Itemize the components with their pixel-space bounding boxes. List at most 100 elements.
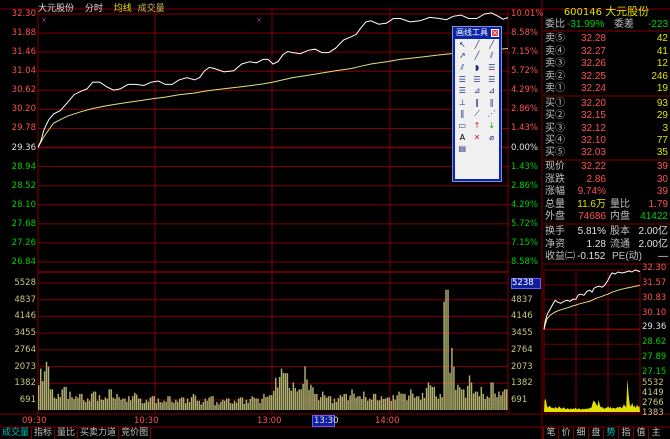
volume-bar xyxy=(163,400,165,410)
volume-bar xyxy=(224,400,226,410)
right-tab[interactable]: 笔 xyxy=(543,428,558,439)
down-arrow-icon[interactable]: ↓ xyxy=(488,120,496,130)
gann-angles-icon[interactable]: ⋰ xyxy=(487,109,496,119)
right-tab[interactable]: 指 xyxy=(618,428,633,439)
volume-bar xyxy=(451,348,453,410)
volume-bar xyxy=(400,393,402,410)
ask-row: 卖④ 32.27 41 xyxy=(544,46,669,58)
volume-bar xyxy=(347,400,349,410)
cycle-lines-icon[interactable]: ‖ xyxy=(474,97,479,107)
volume-tick-right: 3455 xyxy=(511,328,533,339)
linear-regression-icon[interactable]: ⊥ xyxy=(458,97,466,107)
volume-bar xyxy=(192,393,195,410)
volume-bar xyxy=(149,397,152,410)
bid-row: 买⑤ 32.03 35 xyxy=(544,147,669,159)
palette-icon[interactable]: ▤ xyxy=(458,144,467,154)
rectangle-icon[interactable]: ▭ xyxy=(458,120,467,130)
ratio-label: 量比 xyxy=(610,199,630,210)
tab-volume[interactable]: 成交量 xyxy=(0,428,33,439)
right-tab[interactable]: 价 xyxy=(558,428,573,439)
close-icon[interactable]: × xyxy=(491,29,499,37)
ray-icon[interactable]: ╱ xyxy=(474,51,480,61)
right-tab[interactable]: 主 xyxy=(648,428,663,439)
tab-auction[interactable]: 竞价图 xyxy=(119,428,152,439)
bid-row-label: 买① xyxy=(545,98,565,109)
stat-tail: 39 xyxy=(656,161,668,172)
tab-indicator[interactable]: 指标 xyxy=(32,428,56,439)
volume-bar xyxy=(132,396,134,410)
level-lines-icon[interactable]: ☰ xyxy=(458,86,466,96)
right-tab[interactable]: 细 xyxy=(573,428,588,439)
mode-label[interactable]: 分时 xyxy=(84,4,103,14)
volume-bar xyxy=(186,398,189,410)
drawing-tool-panel[interactable]: 画线工具 × ↖ ╱ ╱ ↗ ╱ ⫽ ⫽ ◗ ☰ ☰ ☰ ☰ ☰ ⊿ ⊿ ⊥ ‖ ‖ ‖ ⟋ ⋰ ▭ ↑ ↓ A ✕ ⌀ ▤ xyxy=(452,26,502,182)
mini-volume-area xyxy=(544,378,640,412)
tab-buy-sell-force[interactable]: 买卖力道 xyxy=(78,428,120,439)
right-tab[interactable]: 值 xyxy=(633,428,648,439)
volume-bar xyxy=(161,402,163,410)
golden-section-icon[interactable]: ☰ xyxy=(473,74,481,84)
volume-bar xyxy=(271,395,273,410)
volume-tick-left: 4837 xyxy=(14,294,36,305)
volume-bar xyxy=(294,387,296,410)
volume-bar xyxy=(147,401,150,410)
volume-tick-right: 2073 xyxy=(511,361,533,372)
volume-bar xyxy=(204,398,206,410)
volume-bar xyxy=(69,391,71,410)
up-arrow-icon[interactable]: ↑ xyxy=(473,120,481,130)
volume-tick-right: 4146 xyxy=(511,311,533,322)
volume-bar xyxy=(171,401,173,410)
volume-tick-left: 4146 xyxy=(14,311,36,322)
volume-bar xyxy=(322,391,324,410)
line-segment-icon[interactable]: ╱ xyxy=(474,39,480,49)
text-icon[interactable]: A xyxy=(459,132,466,142)
volume-bar xyxy=(110,389,112,410)
stat-label: 涨幅 xyxy=(545,186,565,197)
period-lines-icon[interactable]: ‖ xyxy=(460,109,465,119)
delete-icon[interactable]: ✕ xyxy=(473,132,481,142)
mini-price-tick: 27.89 xyxy=(642,352,667,363)
time-label: 09:30 xyxy=(22,416,47,426)
bid-row: 买② 32.15 29 xyxy=(544,110,669,122)
bid-row-price: 32.15 xyxy=(580,110,606,122)
volume-bar xyxy=(466,385,469,410)
ask-row-volume: 246 xyxy=(651,70,668,82)
tab-volume-ratio[interactable]: 量比 xyxy=(55,428,79,439)
arc-icon[interactable]: ◗ xyxy=(474,62,480,72)
gann-icon[interactable]: ☰ xyxy=(458,74,466,84)
turnover-value: 5.81% xyxy=(577,226,606,237)
gold-ratio-icon[interactable]: ☰ xyxy=(488,62,496,72)
bid-row-volume: 93 xyxy=(656,98,668,109)
price-tick-left: 29.78 xyxy=(11,123,36,134)
volume-bar xyxy=(404,393,406,410)
right-tab[interactable]: 盘 xyxy=(588,428,603,439)
gann-fan-icon[interactable]: ⊿ xyxy=(488,86,496,96)
arrow-line-icon[interactable]: ↗ xyxy=(458,51,466,61)
right-tab[interactable]: 势 xyxy=(603,428,618,439)
volume-bar xyxy=(388,397,390,410)
volume-bar xyxy=(335,402,338,410)
weibi-value: -31.99% xyxy=(567,19,605,30)
price-tick-left: 31.46 xyxy=(11,47,36,58)
speed-lines-icon[interactable]: ⟋ xyxy=(474,109,480,119)
ask-row-volume: 12 xyxy=(656,58,668,69)
pointer-icon[interactable]: ↖ xyxy=(458,39,466,49)
fan-lines-icon[interactable]: ⊿ xyxy=(473,86,481,96)
parallel-channel-icon[interactable]: ⫽ xyxy=(460,62,465,72)
volume-bar xyxy=(159,402,161,410)
drawing-tool-title: 画线工具 xyxy=(456,28,488,37)
parallel-lines-icon[interactable]: ⫽ xyxy=(489,51,494,61)
marker: × xyxy=(256,16,262,24)
volume-bar xyxy=(106,398,108,410)
percent-tick-right: 1.43% xyxy=(511,123,539,134)
line-icon[interactable]: ╱ xyxy=(489,39,495,49)
volume-bar xyxy=(365,397,367,410)
price-tick-left: 32.30 xyxy=(11,9,36,19)
fibonacci-time-icon[interactable]: ‖ xyxy=(489,97,494,107)
bid-row-volume: 35 xyxy=(656,147,668,159)
percent-lines-icon[interactable]: ☰ xyxy=(488,74,496,84)
drawing-tool-titlebar[interactable]: 画线工具 × xyxy=(453,27,501,39)
hide-icon[interactable]: ⌀ xyxy=(489,132,495,142)
avg-line-label: 均线 xyxy=(113,4,132,14)
